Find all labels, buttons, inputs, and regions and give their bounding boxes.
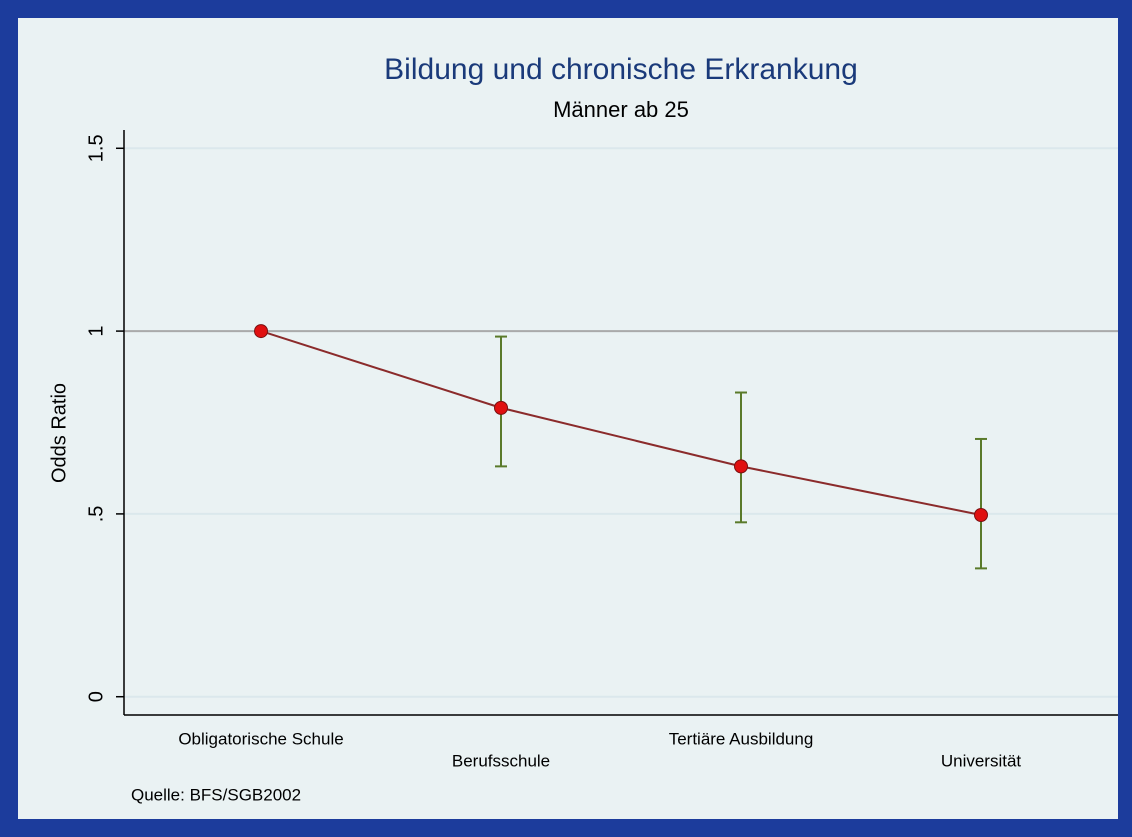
y-tick-label: 0	[85, 691, 107, 702]
x-tick-label: Tertiäre Ausbildung	[669, 729, 814, 748]
y-tick-label: 1.5	[85, 134, 107, 162]
y-axis-label: Odds Ratio	[48, 383, 70, 483]
point	[494, 400, 508, 415]
point	[974, 508, 988, 523]
background	[18, 18, 1118, 819]
chart-title: Bildung und chronische Erkrankung	[384, 53, 858, 86]
point	[734, 459, 748, 474]
chart-subtitle: Männer ab 25	[553, 97, 689, 122]
x-tick-label: Berufsschule	[452, 751, 550, 770]
note: Quelle: BFS/SGB2002	[131, 785, 301, 804]
y-tick-label: 1	[85, 326, 107, 337]
x-tick-label: Universität	[941, 751, 1022, 770]
point	[254, 324, 268, 339]
x-tick-label: Obligatorische Schule	[178, 729, 343, 748]
line	[260, 330, 982, 516]
y-tick-label: .5	[85, 506, 107, 523]
